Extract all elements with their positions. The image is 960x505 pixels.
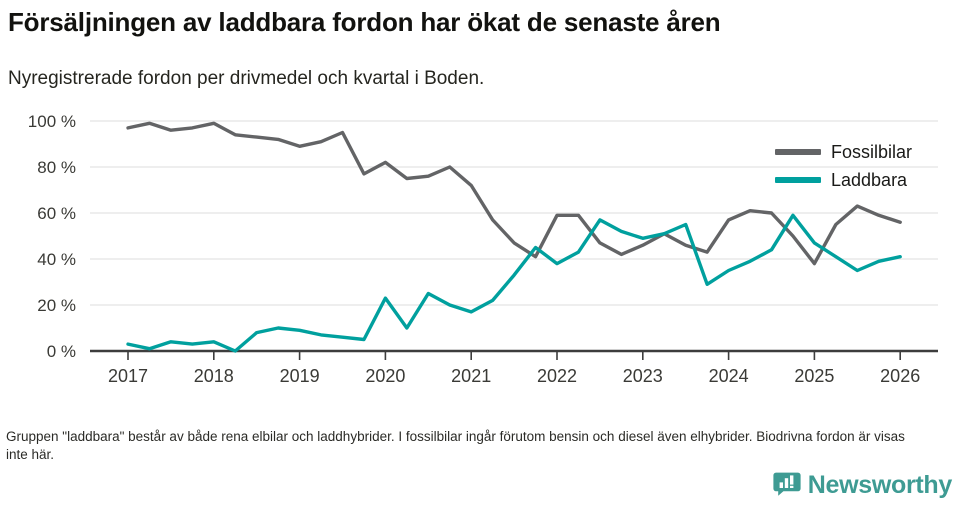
x-axis-tick-label: 2018 xyxy=(194,366,234,386)
x-axis-tick-label: 2023 xyxy=(623,366,663,386)
series-line-laddbara xyxy=(126,213,902,353)
y-axis-tick-label: 80 % xyxy=(37,158,76,177)
x-axis-tick-label: 2017 xyxy=(108,366,148,386)
x-axis-tick-label: 2025 xyxy=(794,366,834,386)
chart-footnote: Gruppen "laddbara" består av både rena e… xyxy=(6,429,905,462)
legend-swatch-laddbara xyxy=(775,177,821,183)
x-axis-tick-label: 2021 xyxy=(451,366,491,386)
y-axis-tick-label: 20 % xyxy=(37,296,76,315)
newsworthy-logo[interactable]: Newsworthy xyxy=(773,470,952,500)
page-subtitle: Nyregistrerade fordon per drivmedel och … xyxy=(8,68,485,89)
page-title: Försäljningen av laddbara fordon har öka… xyxy=(8,7,721,37)
legend-item-fossilbilar[interactable]: Fossilbilar xyxy=(775,138,955,166)
x-axis-tick-label: 2019 xyxy=(280,366,320,386)
series-line-fossilbilar xyxy=(126,121,902,266)
legend-item-laddbara[interactable]: Laddbara xyxy=(775,166,955,194)
x-axis-tick-label: 2020 xyxy=(365,366,405,386)
legend-swatch-fossilbilar xyxy=(775,149,821,155)
legend-label-fossilbilar: Fossilbilar xyxy=(831,141,913,162)
y-axis-tick-label: 100 % xyxy=(28,112,76,131)
x-axis-tick-label: 2024 xyxy=(709,366,749,386)
legend-label-laddbara: Laddbara xyxy=(831,169,908,190)
y-axis-tick-label: 0 % xyxy=(47,342,76,361)
y-axis-tick-label: 40 % xyxy=(37,250,76,269)
bar-chart-speech-bubble-icon xyxy=(773,469,801,502)
y-axis-tick-label: 60 % xyxy=(37,204,76,223)
x-axis-tick-label: 2022 xyxy=(537,366,577,386)
newsworthy-wordmark: Newsworthy xyxy=(807,470,953,499)
chart-legend: Fossilbilar Laddbara xyxy=(775,138,955,194)
x-axis-tick-label: 2026 xyxy=(880,366,920,386)
